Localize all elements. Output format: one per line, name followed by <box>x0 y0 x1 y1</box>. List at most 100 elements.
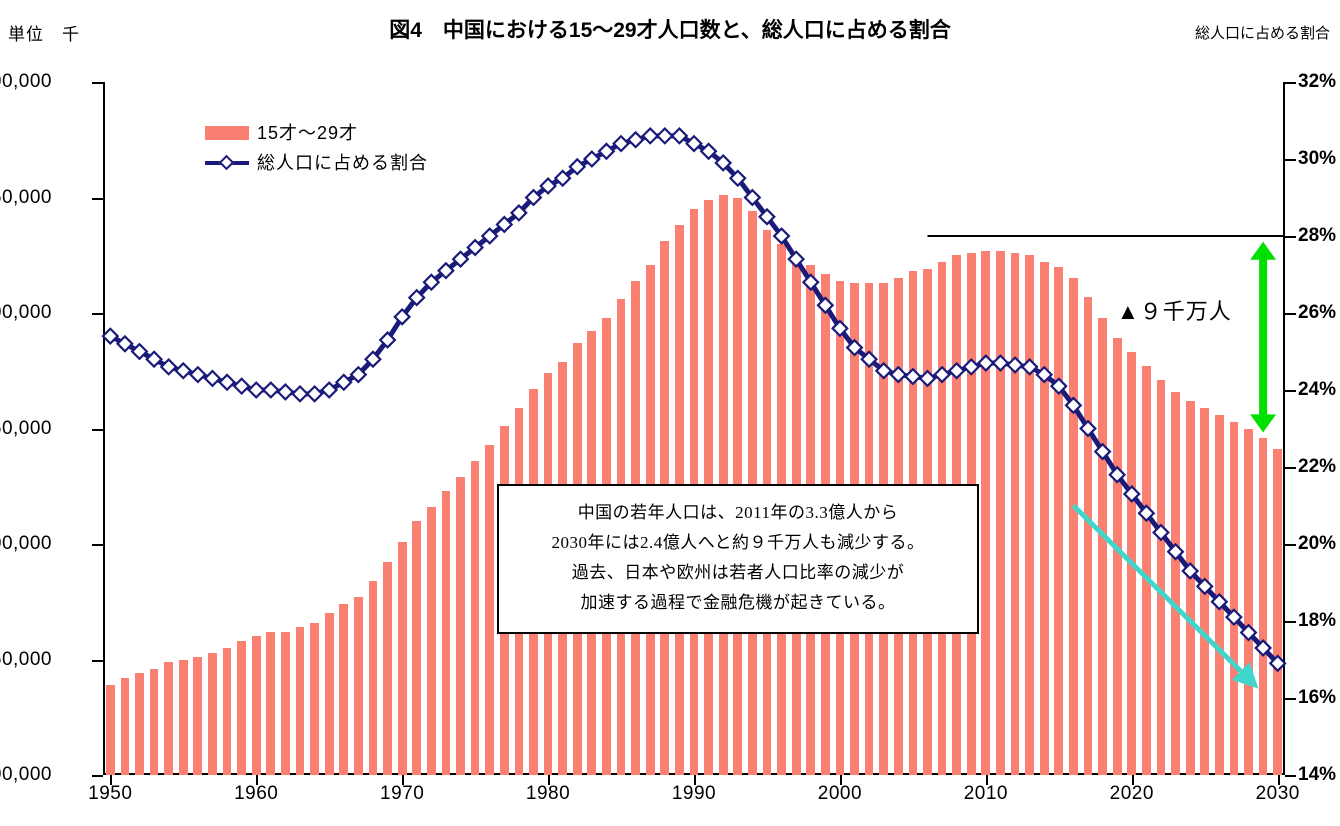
line-marker-1955 <box>174 361 193 380</box>
x-axis-label: 1970 <box>380 783 425 804</box>
line-marker-1956 <box>188 365 207 384</box>
x-axis-label: 2030 <box>1255 783 1300 804</box>
page-title: 図4 中国における15～29才人口数と、総人口に占める割合 <box>389 19 951 42</box>
cyan-trend-arrow <box>1071 503 1259 689</box>
right-tick <box>1285 390 1296 392</box>
line-marker-1978 <box>509 203 528 222</box>
bar-1966 <box>339 604 349 775</box>
note-line-4: 加速する過程で金融危機が起きている。 <box>580 593 896 612</box>
line-marker-1967 <box>349 365 368 384</box>
x-tick <box>1131 775 1134 785</box>
legend-label-bar: 15才～29才 <box>257 123 359 143</box>
line-marker-2029 <box>1254 639 1273 657</box>
bar-1976 <box>485 444 495 775</box>
bar-1952 <box>135 673 144 775</box>
line-marker-1982 <box>568 157 587 176</box>
left-axis-label: 300,000 <box>0 302 52 323</box>
line-marker-2009 <box>962 357 981 376</box>
bar-1961 <box>266 631 276 775</box>
bar-2029 <box>1258 437 1268 775</box>
line-marker-1988 <box>655 126 674 145</box>
bar-1969 <box>383 562 392 775</box>
line-marker-1996 <box>772 227 791 245</box>
right-axis-label: 32% <box>1298 71 1337 92</box>
bar-1974 <box>456 477 465 775</box>
line-marker-2017 <box>1079 419 1097 438</box>
line-marker-1990 <box>685 134 703 153</box>
line-marker-1984 <box>597 142 616 161</box>
line-marker-1977 <box>495 215 514 234</box>
x-axis-label: 1950 <box>88 783 133 804</box>
x-tick <box>839 775 842 785</box>
legend-item-bar: 15才～29才 <box>205 118 428 148</box>
bar-1972 <box>426 507 436 775</box>
bar-1955 <box>178 659 188 775</box>
bar-2014 <box>1039 262 1049 775</box>
line-marker-1958 <box>218 373 236 392</box>
line-marker-1968 <box>364 350 382 369</box>
line-marker-1960 <box>247 381 266 399</box>
line-marker-2020 <box>1122 485 1141 503</box>
delta-annotation-label: ▲９千万人 <box>1117 299 1232 324</box>
line-marker-1962 <box>276 383 295 401</box>
bar-1962 <box>281 631 290 775</box>
line-marker-1957 <box>203 369 222 388</box>
line-marker-1954 <box>159 357 178 376</box>
bar-1951 <box>120 677 130 775</box>
bar-1959 <box>237 641 246 775</box>
right-tick <box>1285 82 1296 84</box>
right-tick <box>1285 698 1296 700</box>
bar-1958 <box>222 647 232 775</box>
right-tick <box>1285 313 1296 315</box>
line-marker-2024 <box>1181 562 1200 580</box>
left-tick <box>92 197 103 200</box>
line-marker-1981 <box>553 169 572 188</box>
line-marker-2015 <box>1049 377 1068 396</box>
left-axis-label: 350,000 <box>0 186 52 208</box>
line-marker-1964 <box>305 384 324 403</box>
x-axis-label: 2000 <box>817 783 863 804</box>
bar-2018 <box>1098 317 1107 775</box>
bar-1968 <box>368 580 378 775</box>
bar-2015 <box>1054 266 1064 775</box>
line-marker-1975 <box>466 238 485 257</box>
chart-legend: 15才～29才 総人口に占める割合 <box>205 118 428 178</box>
right-tick <box>1285 544 1296 546</box>
line-marker-1961 <box>261 381 280 399</box>
line-marker-1992 <box>714 153 733 172</box>
note-line-1: 中国の若年人口は、2011年の3.3億人から <box>577 503 899 522</box>
bar-2011 <box>996 250 1005 775</box>
line-marker-2011 <box>991 354 1010 372</box>
bar-2016 <box>1069 278 1078 775</box>
unit-label: 単位 千 <box>8 25 80 44</box>
line-marker-1952 <box>130 342 149 361</box>
legend-label-line: 総人口に占める割合 <box>257 153 428 173</box>
x-tick <box>694 775 696 785</box>
note-line-2: 2030年には2.4億人へと約９千万人も減少する。 <box>551 533 925 552</box>
bar-2024 <box>1185 400 1195 775</box>
chart-plot-area <box>92 82 1296 785</box>
line-marker-1976 <box>480 227 499 245</box>
x-axis-label: 1980 <box>525 783 571 804</box>
line-marker-2010 <box>976 354 995 372</box>
right-axis-label: 22% <box>1298 456 1337 477</box>
line-marker-2003 <box>874 361 893 380</box>
line-marker-1980 <box>539 177 557 195</box>
line-marker-2028 <box>1239 623 1258 642</box>
x-tick <box>402 775 405 785</box>
line-marker-1987 <box>641 126 660 145</box>
right-tick <box>1285 467 1296 469</box>
line-marker-1979 <box>524 188 543 207</box>
bar-1973 <box>441 490 451 775</box>
line-marker-1997 <box>787 250 806 269</box>
line-marker-2018 <box>1093 442 1112 461</box>
line-marker-1983 <box>582 150 601 168</box>
bar-1975 <box>470 460 480 775</box>
line-marker-2001 <box>845 338 864 357</box>
x-axis-label: 2020 <box>1109 783 1154 804</box>
line-marker-2026 <box>1210 592 1229 611</box>
line-marker-1971 <box>407 288 426 307</box>
chart-overlay <box>101 126 1287 689</box>
bar-2021 <box>1141 366 1151 775</box>
bar-2010 <box>981 250 991 775</box>
